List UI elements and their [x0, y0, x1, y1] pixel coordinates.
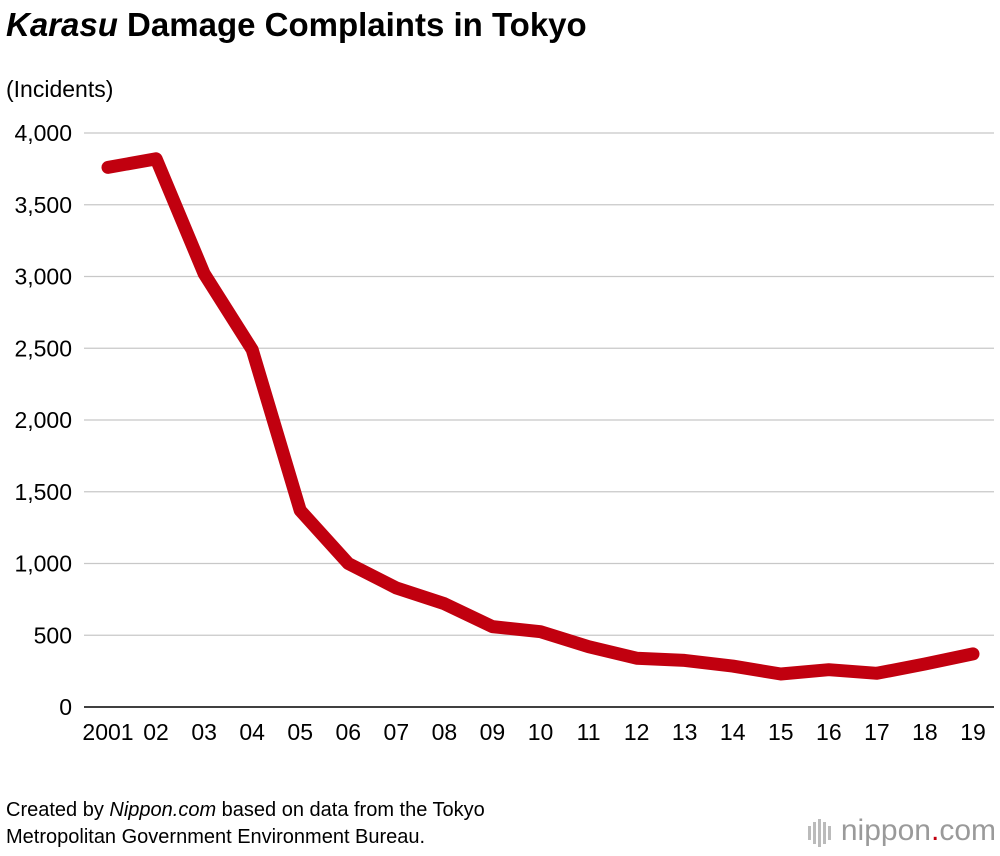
series-group [101, 152, 980, 681]
x-tick-label: 11 [577, 719, 601, 745]
y-tick-label: 1,500 [14, 479, 72, 505]
x-tick-label: 17 [864, 719, 890, 745]
logo-bars-icon [807, 815, 833, 849]
source-prefix: Created by [6, 799, 110, 821]
x-tick-label: 09 [480, 719, 506, 745]
x-tick-label: 10 [528, 719, 554, 745]
series-line [101, 152, 980, 681]
x-tick-label: 14 [720, 719, 746, 745]
source-suffix: based on data from the Tokyo [216, 799, 485, 821]
chart-title: Karasu Damage Complaints in Tokyo [6, 6, 587, 44]
x-tick-label: 18 [912, 719, 938, 745]
x-tick-label: 19 [960, 719, 986, 745]
x-tick-label: 07 [384, 719, 410, 745]
x-tick-label: 03 [191, 719, 217, 745]
chart-title-italic: Karasu [6, 6, 118, 43]
x-tick-label: 02 [143, 719, 169, 745]
source-line-1: Created by Nippon.com based on data from… [6, 797, 485, 824]
logo-dot: . [930, 814, 940, 847]
x-tick-label: 2001 [82, 719, 133, 745]
nippon-logo: nippon.com [807, 814, 996, 849]
x-tick-labels: 2001 02 03 04 05 06 07 08 09 10 11 12 13 14 15 16 17 18 19 [82, 719, 985, 745]
y-tick-label: 500 [34, 622, 72, 648]
logo-suffix: com [939, 814, 996, 847]
y-tick-label: 0 [59, 694, 72, 720]
chart-title-rest: Damage Complaints in Tokyo [117, 6, 587, 43]
y-tick-label: 2,500 [14, 335, 72, 361]
x-tick-label: 06 [335, 719, 361, 745]
x-tick-label: 15 [768, 719, 794, 745]
y-tick-label: 4,000 [14, 120, 72, 146]
y-tick-labels: 0 500 1,000 1,500 2,000 2,500 3,000 3,500 4,000 [14, 120, 72, 720]
x-tick-label: 12 [624, 719, 650, 745]
line-chart: 05001,0001,5002,0002,5003,0003,5004,000 … [14, 120, 994, 745]
grid-lines [84, 132, 994, 708]
x-tick-label: 13 [672, 719, 698, 745]
x-tick-label: 04 [239, 719, 265, 745]
y-tick-label: 2,000 [14, 407, 72, 433]
x-tick-label: 05 [287, 719, 313, 745]
y-tick-label: 1,000 [14, 551, 72, 577]
source-italic: Nippon.com [109, 799, 217, 821]
x-tick-label: 08 [432, 719, 458, 745]
logo-text: nippon [840, 814, 931, 847]
x-tick-label: 16 [816, 719, 842, 745]
y-axis-unit-label: (Incidents) [6, 76, 114, 102]
y-tick-label: 3,000 [14, 264, 72, 290]
source-line-2: Metropolitan Government Environment Bure… [6, 826, 426, 848]
source-note: Created by Nippon.com based on data from… [6, 797, 485, 851]
y-tick-label: 3,500 [14, 192, 72, 218]
